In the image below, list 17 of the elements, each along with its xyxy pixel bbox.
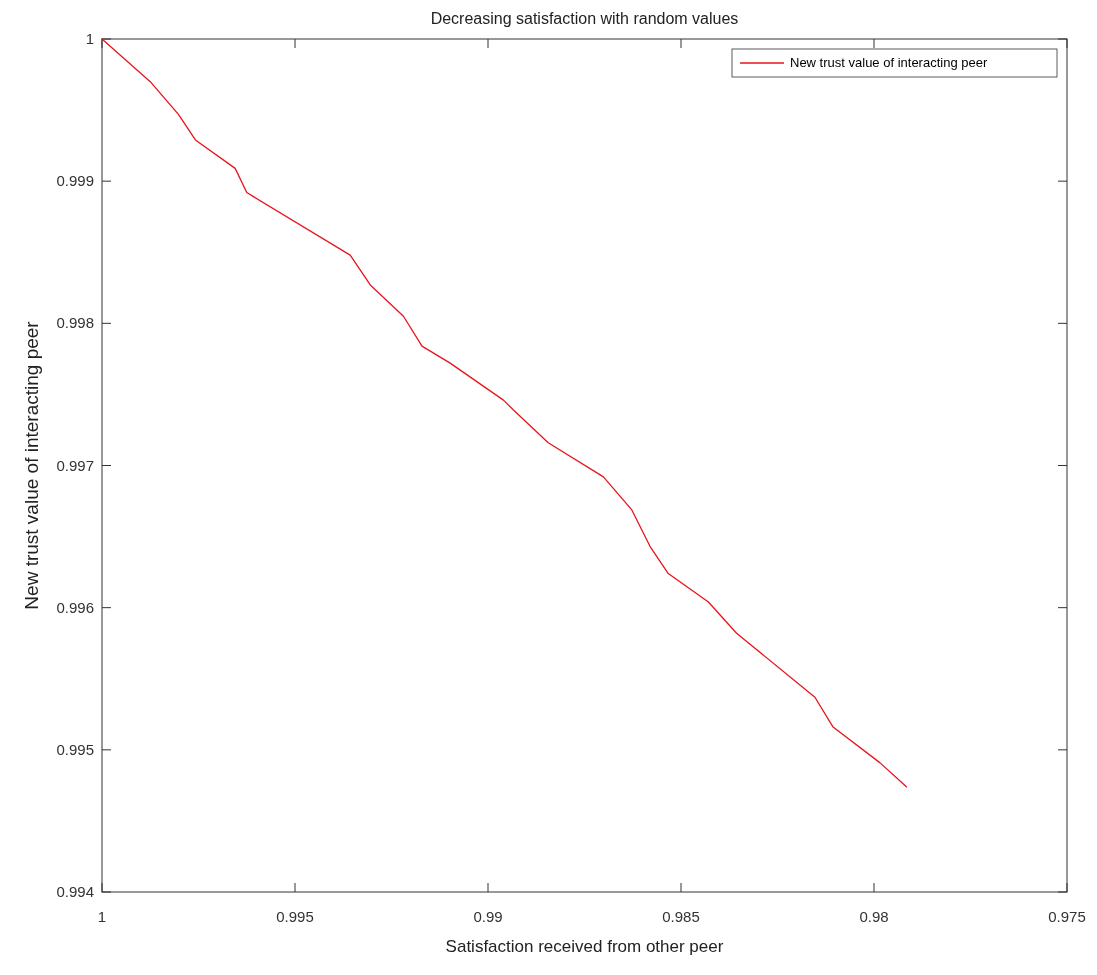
y-tick-label: 0.998 <box>56 314 94 332</box>
y-tick-label: 0.995 <box>56 740 94 758</box>
y-tick-label: 0.999 <box>56 172 94 190</box>
y-tick-label: 1 <box>85 30 94 47</box>
x-tick-label: 0.985 <box>662 908 700 925</box>
chart-title: Decreasing satisfaction with random values <box>430 10 739 27</box>
x-axis-title: Satisfaction received from other peer <box>445 937 724 956</box>
x-tick-label: 0.975 <box>1048 908 1086 925</box>
x-tick-label: 1 <box>97 908 107 925</box>
y-axis-title: New trust value of interacting peer <box>21 320 42 610</box>
y-tick-label: 0.994 <box>56 883 94 900</box>
x-tick-label: 0.99 <box>473 908 503 925</box>
y-tick-label: 0.997 <box>56 456 94 474</box>
x-tick-label: 0.98 <box>859 908 889 925</box>
legend-label: New trust value of interacting peer <box>790 55 988 70</box>
x-tick-label: 0.995 <box>276 908 314 925</box>
y-tick-label: 0.996 <box>56 598 94 616</box>
